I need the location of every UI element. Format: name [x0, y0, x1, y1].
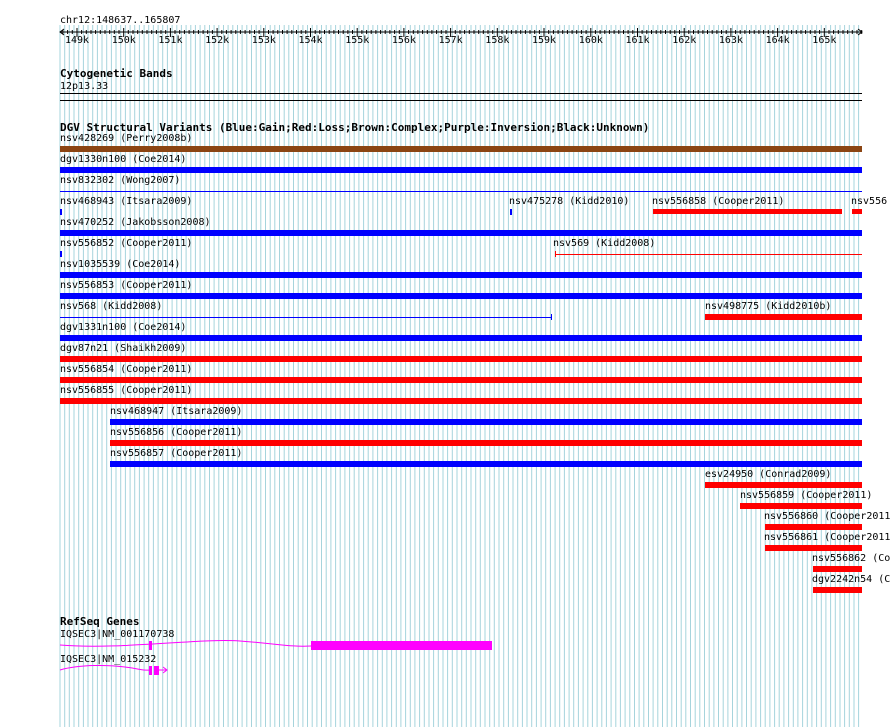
variant-bar[interactable]: [60, 356, 862, 362]
variant-bar[interactable]: [110, 440, 862, 446]
variant-bar[interactable]: [60, 191, 862, 192]
ruler-tick-label: 152k: [205, 35, 230, 46]
variant-bar[interactable]: [60, 230, 862, 236]
variant-label[interactable]: nsv568 (Kidd2008): [60, 301, 163, 312]
cytoband-line-lower: [60, 100, 862, 101]
gene-1-intron: [59, 640, 312, 647]
variant-label[interactable]: dgv1330n100 (Coe2014): [60, 154, 187, 165]
cytoband-track-title: Cytogenetic Bands: [60, 67, 173, 80]
variant-bar[interactable]: [765, 545, 862, 551]
cytoband-label: 12p13.33: [60, 81, 109, 92]
variant-bar[interactable]: [740, 503, 862, 509]
variant-label[interactable]: nsv470252 (Jakobsson2008): [60, 217, 211, 228]
variant-bar[interactable]: [60, 251, 62, 257]
ruler-tick-label: 165k: [812, 35, 837, 46]
ruler-tick-label: 161k: [625, 35, 650, 46]
variant-label[interactable]: nsv556860 (Cooper2011): [764, 511, 890, 522]
variant-label[interactable]: nsv428269 (Perry2008b): [60, 133, 193, 144]
ruler-tick-label: 149k: [65, 35, 90, 46]
gene-model-1[interactable]: [59, 640, 492, 650]
variant-bar[interactable]: [813, 587, 862, 593]
variant-label[interactable]: nsv556852 (Cooper2011): [60, 238, 193, 249]
variant-label[interactable]: nsv556859 (Cooper2011): [740, 490, 873, 501]
variant-label[interactable]: dgv1331n100 (Coe2014): [60, 322, 187, 333]
ruler-tick-label: 159k: [532, 35, 557, 46]
variant-bar[interactable]: [653, 209, 842, 214]
variant-bar[interactable]: [705, 314, 862, 320]
cytoband-line: [60, 93, 862, 94]
ruler-tick-label: 164k: [765, 35, 790, 46]
variant-bar[interactable]: [813, 566, 862, 572]
variant-bar[interactable]: [60, 317, 551, 318]
variant-bar[interactable]: [60, 398, 862, 404]
ruler-tick-label: 157k: [438, 35, 463, 46]
ruler-tick-label: 162k: [672, 35, 697, 46]
ruler-tick-label: 155k: [345, 35, 370, 46]
variant-label[interactable]: nsv556861 (Cooper2011): [764, 532, 890, 543]
ruler-tick-label: 154k: [298, 35, 323, 46]
variant-bar[interactable]: [60, 335, 862, 341]
variant-label[interactable]: nsv556855 (Cooper2011): [60, 385, 193, 396]
variant-label[interactable]: nsv475278 (Kidd2010): [509, 196, 630, 207]
variant-label[interactable]: nsv556856 (Cooper2011): [110, 427, 243, 438]
variant-label[interactable]: nsv556854 (Cooper2011): [60, 364, 193, 375]
gene-1-exon-large: [311, 641, 492, 650]
refseq-track-title: RefSeq Genes: [60, 615, 140, 628]
variant-label[interactable]: nsv556853 (Cooper2011): [60, 280, 193, 291]
ruler-tick-label: 153k: [251, 35, 276, 46]
variant-bar[interactable]: [60, 209, 62, 215]
variant-bar[interactable]: [555, 254, 862, 255]
dgv-track-title: DGV Structural Variants (Blue:Gain;Red:L…: [60, 121, 650, 134]
gene-label-2[interactable]: IQSEC3|NM_015232: [60, 654, 157, 665]
variant-label[interactable]: nsv569 (Kidd2008): [553, 238, 656, 249]
ruler-tick-label: 160k: [578, 35, 603, 46]
variant-bar[interactable]: [852, 209, 862, 214]
ruler-tick-label: 158k: [485, 35, 510, 46]
gene-2-arrow: [159, 666, 168, 674]
ruler-scale: [59, 28, 863, 37]
variant-label[interactable]: nsv556857 (Cooper2011): [110, 448, 243, 459]
variant-bar[interactable]: [60, 272, 862, 278]
variant-label[interactable]: nsv832302 (Wong2007): [60, 175, 181, 186]
variant-label[interactable]: nsv556858 (Cooper2011): [652, 196, 785, 207]
gene-label-1[interactable]: IQSEC3|NM_001170738: [60, 629, 175, 640]
ruler-tick-label: 151k: [158, 35, 183, 46]
gene-2-exon-a: [149, 666, 152, 675]
gene-2-intron: [59, 664, 151, 671]
variant-bar[interactable]: [60, 377, 862, 383]
variant-label[interactable]: nsv468943 (Itsara2009): [60, 196, 193, 207]
variant-label[interactable]: esv24950 (Conrad2009): [705, 469, 832, 480]
variant-bar[interactable]: [60, 146, 862, 152]
variant-bar[interactable]: [110, 461, 862, 467]
ruler-tick-label: 150k: [111, 35, 136, 46]
ruler-tick-label: 156k: [391, 35, 416, 46]
variant-bar[interactable]: [510, 209, 512, 215]
gene-2-exon-b: [154, 666, 159, 675]
variant-bar[interactable]: [60, 293, 862, 299]
variant-end-tick: [551, 314, 552, 320]
variant-bar[interactable]: [765, 524, 862, 530]
variant-bar[interactable]: [705, 482, 862, 488]
ruler-tick-label: 163k: [718, 35, 743, 46]
variant-end-tick: [555, 251, 556, 257]
variant-label[interactable]: nsv1035539 (Coe2014): [60, 259, 181, 270]
variant-label[interactable]: nsv498775 (Kidd2010b): [705, 301, 832, 312]
gene-1-exon-small: [149, 641, 152, 650]
variant-label[interactable]: nsv556862 (Co: [812, 553, 890, 564]
variant-bar[interactable]: [110, 419, 862, 425]
variant-label[interactable]: dgv87n21 (Shaikh2009): [60, 343, 187, 354]
variant-label[interactable]: nsv468947 (Itsara2009): [110, 406, 243, 417]
variant-label[interactable]: nsv556: [851, 196, 888, 207]
location-label: chr12:148637..165807: [60, 15, 181, 26]
variant-bar[interactable]: [60, 167, 862, 173]
variant-label[interactable]: dgv2242n54 (C: [812, 574, 890, 585]
gene-model-2[interactable]: [59, 664, 168, 675]
